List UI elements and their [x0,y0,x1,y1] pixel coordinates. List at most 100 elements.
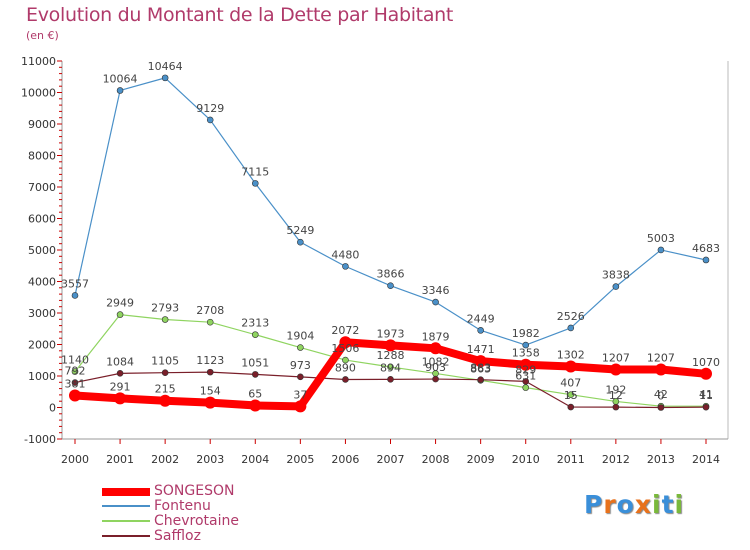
x-tick-label: 2009 [467,453,495,466]
data-label-songeson: 381 [65,377,86,390]
data-point-songeson [204,396,217,409]
chart-title: Evolution du Montant de la Dette par Hab… [26,4,454,26]
data-point-saffloz [342,376,349,383]
data-label-fontenu: 4683 [692,242,720,255]
data-label-saffloz: 829 [515,363,536,376]
proxiti-logo: Proxiti [584,490,684,519]
logo-letter: P [584,490,604,519]
data-point-chevrotaine [567,391,575,398]
x-tick-label: 2004 [241,453,269,466]
logo-letter: r [603,490,617,519]
data-point-fontenu [297,238,304,246]
data-label-fontenu: 1982 [512,327,540,340]
logo-letter: x [634,490,652,519]
data-label-chevrotaine: 1140 [61,354,89,367]
data-label-chevrotaine: 407 [560,377,581,390]
legend-label: Chevrotaine [154,513,240,529]
data-label-saffloz: 903 [425,361,446,374]
x-tick-label: 2010 [512,453,540,466]
data-point-chevrotaine [116,311,124,318]
data-point-saffloz [702,403,710,411]
data-label-songeson: 154 [200,385,221,398]
y-tick-label: 7000 [28,181,56,194]
data-label-saffloz: 1051 [241,356,269,369]
data-point-songeson [384,339,397,352]
chart-subtitle: (en €) [26,29,59,42]
data-point-saffloz [161,369,169,376]
data-point-songeson [114,392,127,405]
data-point-chevrotaine [342,356,349,364]
data-label-songeson: 1973 [377,327,405,340]
data-point-songeson [159,394,172,407]
x-tick-label: 2001 [106,453,134,466]
data-label-chevrotaine: 2793 [151,302,179,315]
data-label-songeson: 1207 [647,351,675,364]
data-label-fontenu: 4480 [331,248,359,261]
x-tick-label: 2005 [286,453,314,466]
data-label-chevrotaine: 631 [515,370,536,383]
data-point-fontenu [567,324,575,332]
data-point-fontenu [522,341,530,349]
data-label-saffloz: 0 [657,390,664,403]
legend-label: Fontenu [154,498,211,514]
y-tick-label: 3000 [28,307,56,320]
logo-letter: i [674,490,685,519]
data-label-fontenu: 2526 [557,310,585,323]
data-point-saffloz [657,404,665,411]
data-point-songeson [69,389,81,402]
data-point-songeson [249,399,262,412]
data-point-songeson [564,360,577,373]
data-point-saffloz [432,375,439,383]
x-tick-label: 2002 [151,453,179,466]
logo-letter: i [652,490,662,519]
x-tick-label: 2013 [647,453,675,466]
data-label-fontenu: 5249 [286,224,314,237]
data-point-fontenu [657,246,665,254]
data-point-fontenu [387,282,394,290]
y-tick-label: 2000 [28,339,56,352]
data-label-fontenu: 10464 [148,60,183,73]
data-label-songeson: 2072 [331,324,359,337]
y-tick-label: 8000 [28,150,56,163]
data-label-songeson: 291 [110,380,131,393]
data-label-fontenu: 3866 [377,268,405,281]
data-label-fontenu: 5003 [647,232,675,245]
data-point-fontenu [161,74,169,82]
data-label-songeson: 215 [155,383,176,396]
data-point-saffloz [116,370,124,377]
data-label-chevrotaine: 863 [470,362,491,375]
data-point-saffloz [387,376,394,383]
y-tick-label: 6000 [28,213,56,226]
data-point-chevrotaine [297,344,304,351]
data-point-saffloz [612,403,620,411]
legend-swatch [102,520,150,522]
y-tick-label: 4000 [28,276,56,289]
data-label-songeson: 1207 [602,351,630,364]
x-tick-label: 2011 [557,453,585,466]
data-point-chevrotaine [387,363,394,371]
data-point-fontenu [116,87,124,94]
data-point-chevrotaine [251,331,259,338]
x-tick-label: 2007 [377,453,405,466]
x-tick-label: 2000 [61,453,89,466]
data-point-saffloz [206,368,214,376]
legend-swatch [102,535,150,537]
data-label-saffloz: 894 [380,361,401,374]
data-label-chevrotaine: 1082 [422,355,450,368]
data-point-saffloz [71,379,79,386]
data-label-saffloz: 883 [470,362,491,375]
data-point-fontenu [432,298,439,306]
data-point-songeson [339,336,352,349]
data-label-songeson: 37 [293,388,307,401]
data-label-saffloz: 973 [290,359,311,372]
data-point-fontenu [702,256,710,264]
data-label-saffloz: 11 [699,389,713,402]
data-point-saffloz [297,373,304,381]
data-label-chevrotaine: 2313 [241,317,269,330]
data-label-fontenu: 9129 [196,102,224,115]
y-tick-label: -1000 [24,433,56,446]
data-label-saffloz: 1123 [196,354,224,367]
data-label-chevrotaine: 1506 [331,342,359,355]
x-tick-label: 2014 [692,453,720,466]
